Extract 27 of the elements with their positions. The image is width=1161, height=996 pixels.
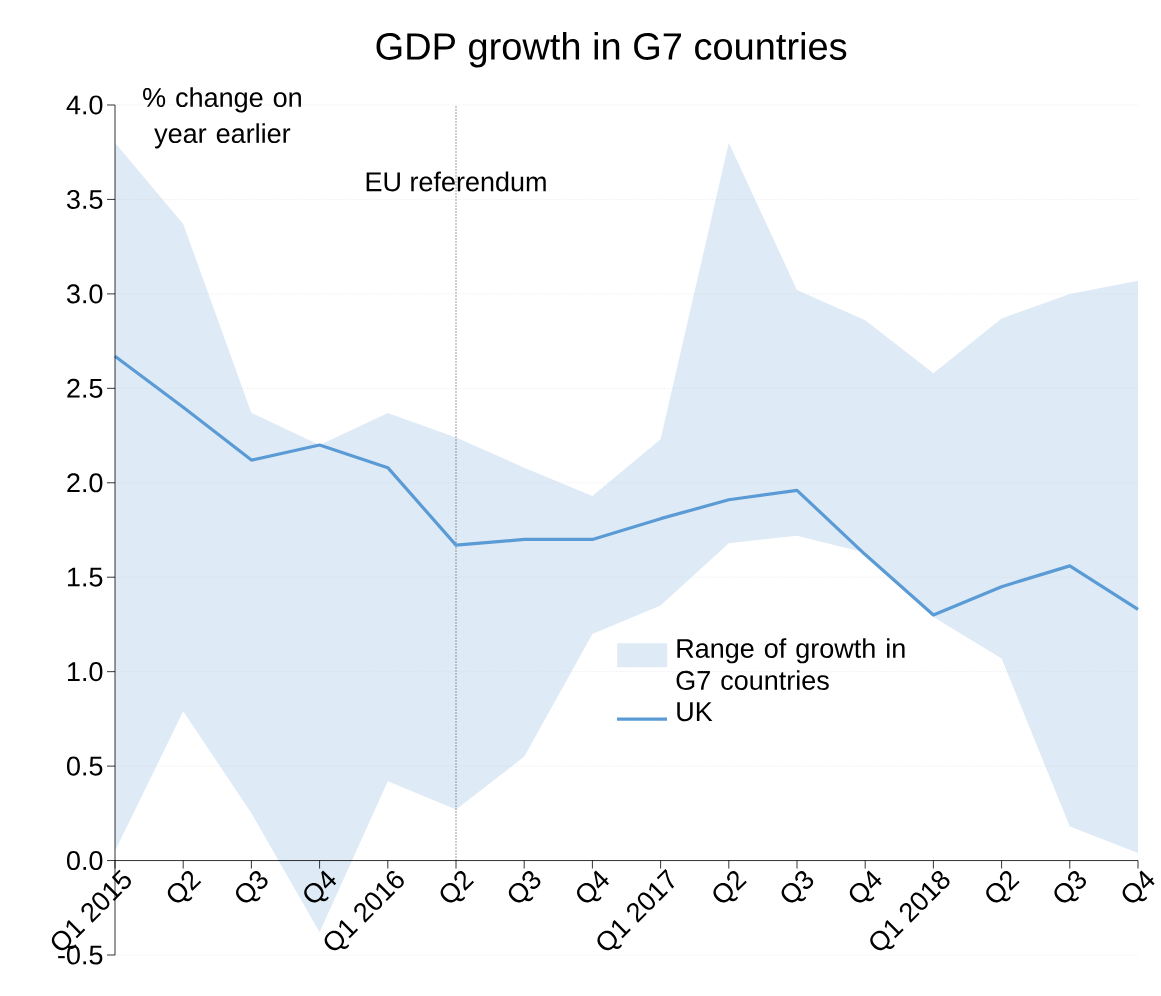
x-tick-label: Q4 (304, 870, 337, 903)
x-tick-label: Q2 (167, 871, 202, 903)
ref-line-label: EU referendum (366, 171, 546, 192)
x-tick-label: Q2 (986, 871, 1020, 903)
x-tick-label: Q3 (508, 871, 541, 903)
x-tick-label: Q3 (1054, 871, 1086, 903)
x-tick-label: Q3 (781, 871, 814, 903)
y-tick-label: 4.0 (66, 95, 103, 115)
annotation: Range of growth in G7 countries (676, 638, 905, 690)
y-tick-label: 1.5 (67, 567, 103, 587)
line-series (113, 354, 1140, 617)
annotation: % change on year earlier (143, 87, 301, 149)
x-tick-label: Q3 (236, 871, 268, 903)
y-tick-label: 2.5 (67, 378, 103, 398)
y-tick-label: 0.5 (66, 756, 103, 776)
x-tick-label: Q4 (1122, 870, 1155, 903)
chart-title: GDP growth in G7 countries (376, 32, 847, 68)
y-tick-label: 0.0 (66, 851, 103, 871)
x-tick-label: Q2 (713, 871, 747, 903)
y-tick-label: 1.0 (67, 662, 103, 682)
legend-label: UK (677, 702, 713, 722)
y-tick-label: 2.0 (67, 473, 103, 493)
x-tick-label: Q4 (577, 870, 609, 903)
y-tick-label: 3.5 (66, 189, 103, 209)
x-tick-label: Q2 (440, 871, 475, 903)
y-tick-label: 3.0 (66, 284, 103, 304)
x-tick-label: Q4 (849, 870, 882, 903)
